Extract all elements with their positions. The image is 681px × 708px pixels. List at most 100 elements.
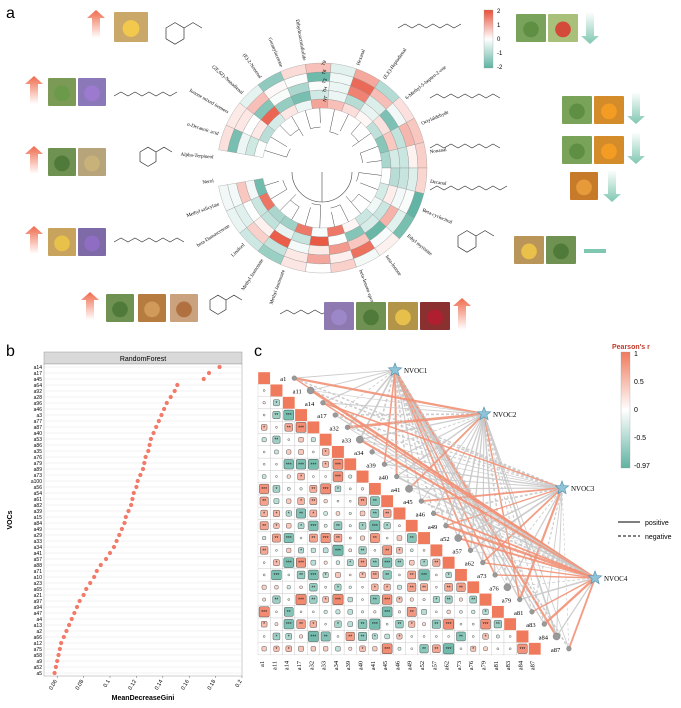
c-cell xyxy=(298,437,304,443)
c-sig-mark: ** xyxy=(287,610,291,616)
c-sig-mark: ** xyxy=(410,585,414,591)
compound-label: Ionone mixed isomers xyxy=(188,89,229,116)
c-sig-mark: * xyxy=(300,499,302,505)
dendro-arc xyxy=(330,204,341,209)
c-bottom-label-a17: a17 xyxy=(296,660,303,670)
c-cell xyxy=(262,401,266,405)
up-arrow xyxy=(25,76,43,104)
correlation-heatmap-cells: *** **** ** ********* *** *** * **** ****** * ** **… xyxy=(257,371,542,656)
b-point-a21 xyxy=(81,592,86,598)
c-diag-cell xyxy=(528,642,542,656)
b-ytick-a96: a96 xyxy=(34,401,43,407)
c-cell xyxy=(443,618,454,630)
c-edge xyxy=(322,369,396,404)
b-ytick-a100: a100 xyxy=(31,479,42,485)
c-cell xyxy=(286,449,292,455)
c-cell xyxy=(470,645,477,652)
network-edges xyxy=(293,369,596,650)
c-diag-label-a76: a76 xyxy=(489,585,499,592)
c-edge xyxy=(433,512,596,579)
c-cell xyxy=(273,522,280,529)
compound-label: 6-Methyl-5-hepten-2-one xyxy=(405,65,448,101)
c-sig-mark: ** xyxy=(397,622,401,628)
c-var-node xyxy=(454,534,462,542)
c-sig-mark: *** xyxy=(286,561,292,567)
c-sig-mark: ** xyxy=(311,585,315,591)
c-sig-mark: *** xyxy=(372,622,378,628)
c-sig-mark: *** xyxy=(310,573,316,579)
photo-fruit-subject xyxy=(122,20,140,37)
c-cell xyxy=(395,620,404,629)
c-cell xyxy=(459,647,463,650)
c-edge xyxy=(445,487,563,527)
c-cell xyxy=(310,437,316,443)
c-cell xyxy=(418,569,430,581)
c-cell xyxy=(273,399,280,407)
c-edge xyxy=(408,488,596,579)
b-ytick-a34: a34 xyxy=(34,545,43,551)
b-xtick-label: 0.06 xyxy=(48,679,59,691)
c-cell xyxy=(334,583,342,591)
up-arrow xyxy=(453,298,471,330)
c-edge xyxy=(359,438,596,579)
molecule-linalool xyxy=(279,309,330,315)
c-cell xyxy=(323,524,328,528)
b-ytick-a89: a89 xyxy=(34,467,43,473)
nvoc-label-2: NVOC2 xyxy=(493,411,517,419)
c-sig-mark: *** xyxy=(384,561,390,567)
c-sig-mark: * xyxy=(288,634,290,640)
nvoc-label-4: NVOC4 xyxy=(604,575,628,583)
c-cell xyxy=(323,609,328,614)
c-cell xyxy=(322,448,330,456)
c-var-node xyxy=(405,485,413,493)
dendro-arc xyxy=(356,172,359,182)
dendro-branch xyxy=(304,110,311,129)
c-cell xyxy=(360,535,365,541)
c-cell xyxy=(273,645,280,652)
dendro-branch xyxy=(270,189,288,200)
b-ytick-a75: a75 xyxy=(34,647,43,653)
c-sig-mark: * xyxy=(312,511,314,517)
c-sig-mark: ** xyxy=(459,585,463,591)
c-sig-mark: ** xyxy=(299,511,303,517)
c-edge xyxy=(483,413,570,649)
c-cell xyxy=(284,423,293,432)
c-cell xyxy=(369,520,381,532)
c-cell xyxy=(345,631,355,641)
c-sig-mark: *** xyxy=(274,573,280,579)
b-xtick-label: 0.14 xyxy=(154,679,165,691)
c-diag-cell xyxy=(466,580,480,594)
c-sig-mark: *** xyxy=(384,647,390,653)
photo-dried-peel-subject xyxy=(576,179,592,196)
dendro-branch xyxy=(360,182,379,190)
colorbar-a-neg1: -1 xyxy=(497,51,503,57)
c-sig-mark: ** xyxy=(459,634,463,640)
c-sig-mark: * xyxy=(275,647,277,653)
c-sig-mark: * xyxy=(325,573,327,579)
c-cell xyxy=(359,571,366,579)
colorbar-c-max: 1 xyxy=(634,351,638,358)
c-sig-mark: ** xyxy=(385,511,389,517)
b-ytick-a57: a57 xyxy=(34,557,43,563)
molecule-octanal xyxy=(429,93,501,99)
c-sig-mark: * xyxy=(374,585,376,591)
c-edge xyxy=(359,369,396,441)
c-cell xyxy=(322,572,329,578)
c-edge xyxy=(483,413,545,625)
c-cell xyxy=(420,583,428,592)
c-edge xyxy=(322,402,485,415)
c-cell xyxy=(273,559,280,566)
c-cell xyxy=(435,610,438,614)
b-ytick-a65: a65 xyxy=(34,587,43,593)
c-cell xyxy=(409,597,414,602)
c-cell xyxy=(348,548,352,553)
b-ytick-a10: a10 xyxy=(34,575,43,581)
c-cell xyxy=(261,424,268,431)
c-sig-mark: * xyxy=(362,573,364,579)
compound-label: Hexanal xyxy=(356,48,367,66)
c-cell xyxy=(273,498,280,504)
b-ytick-a56: a56 xyxy=(34,485,43,491)
molecule-cyclocitral-chain xyxy=(475,230,495,237)
c-cell xyxy=(422,598,426,601)
nvoc-star-2 xyxy=(476,406,492,421)
